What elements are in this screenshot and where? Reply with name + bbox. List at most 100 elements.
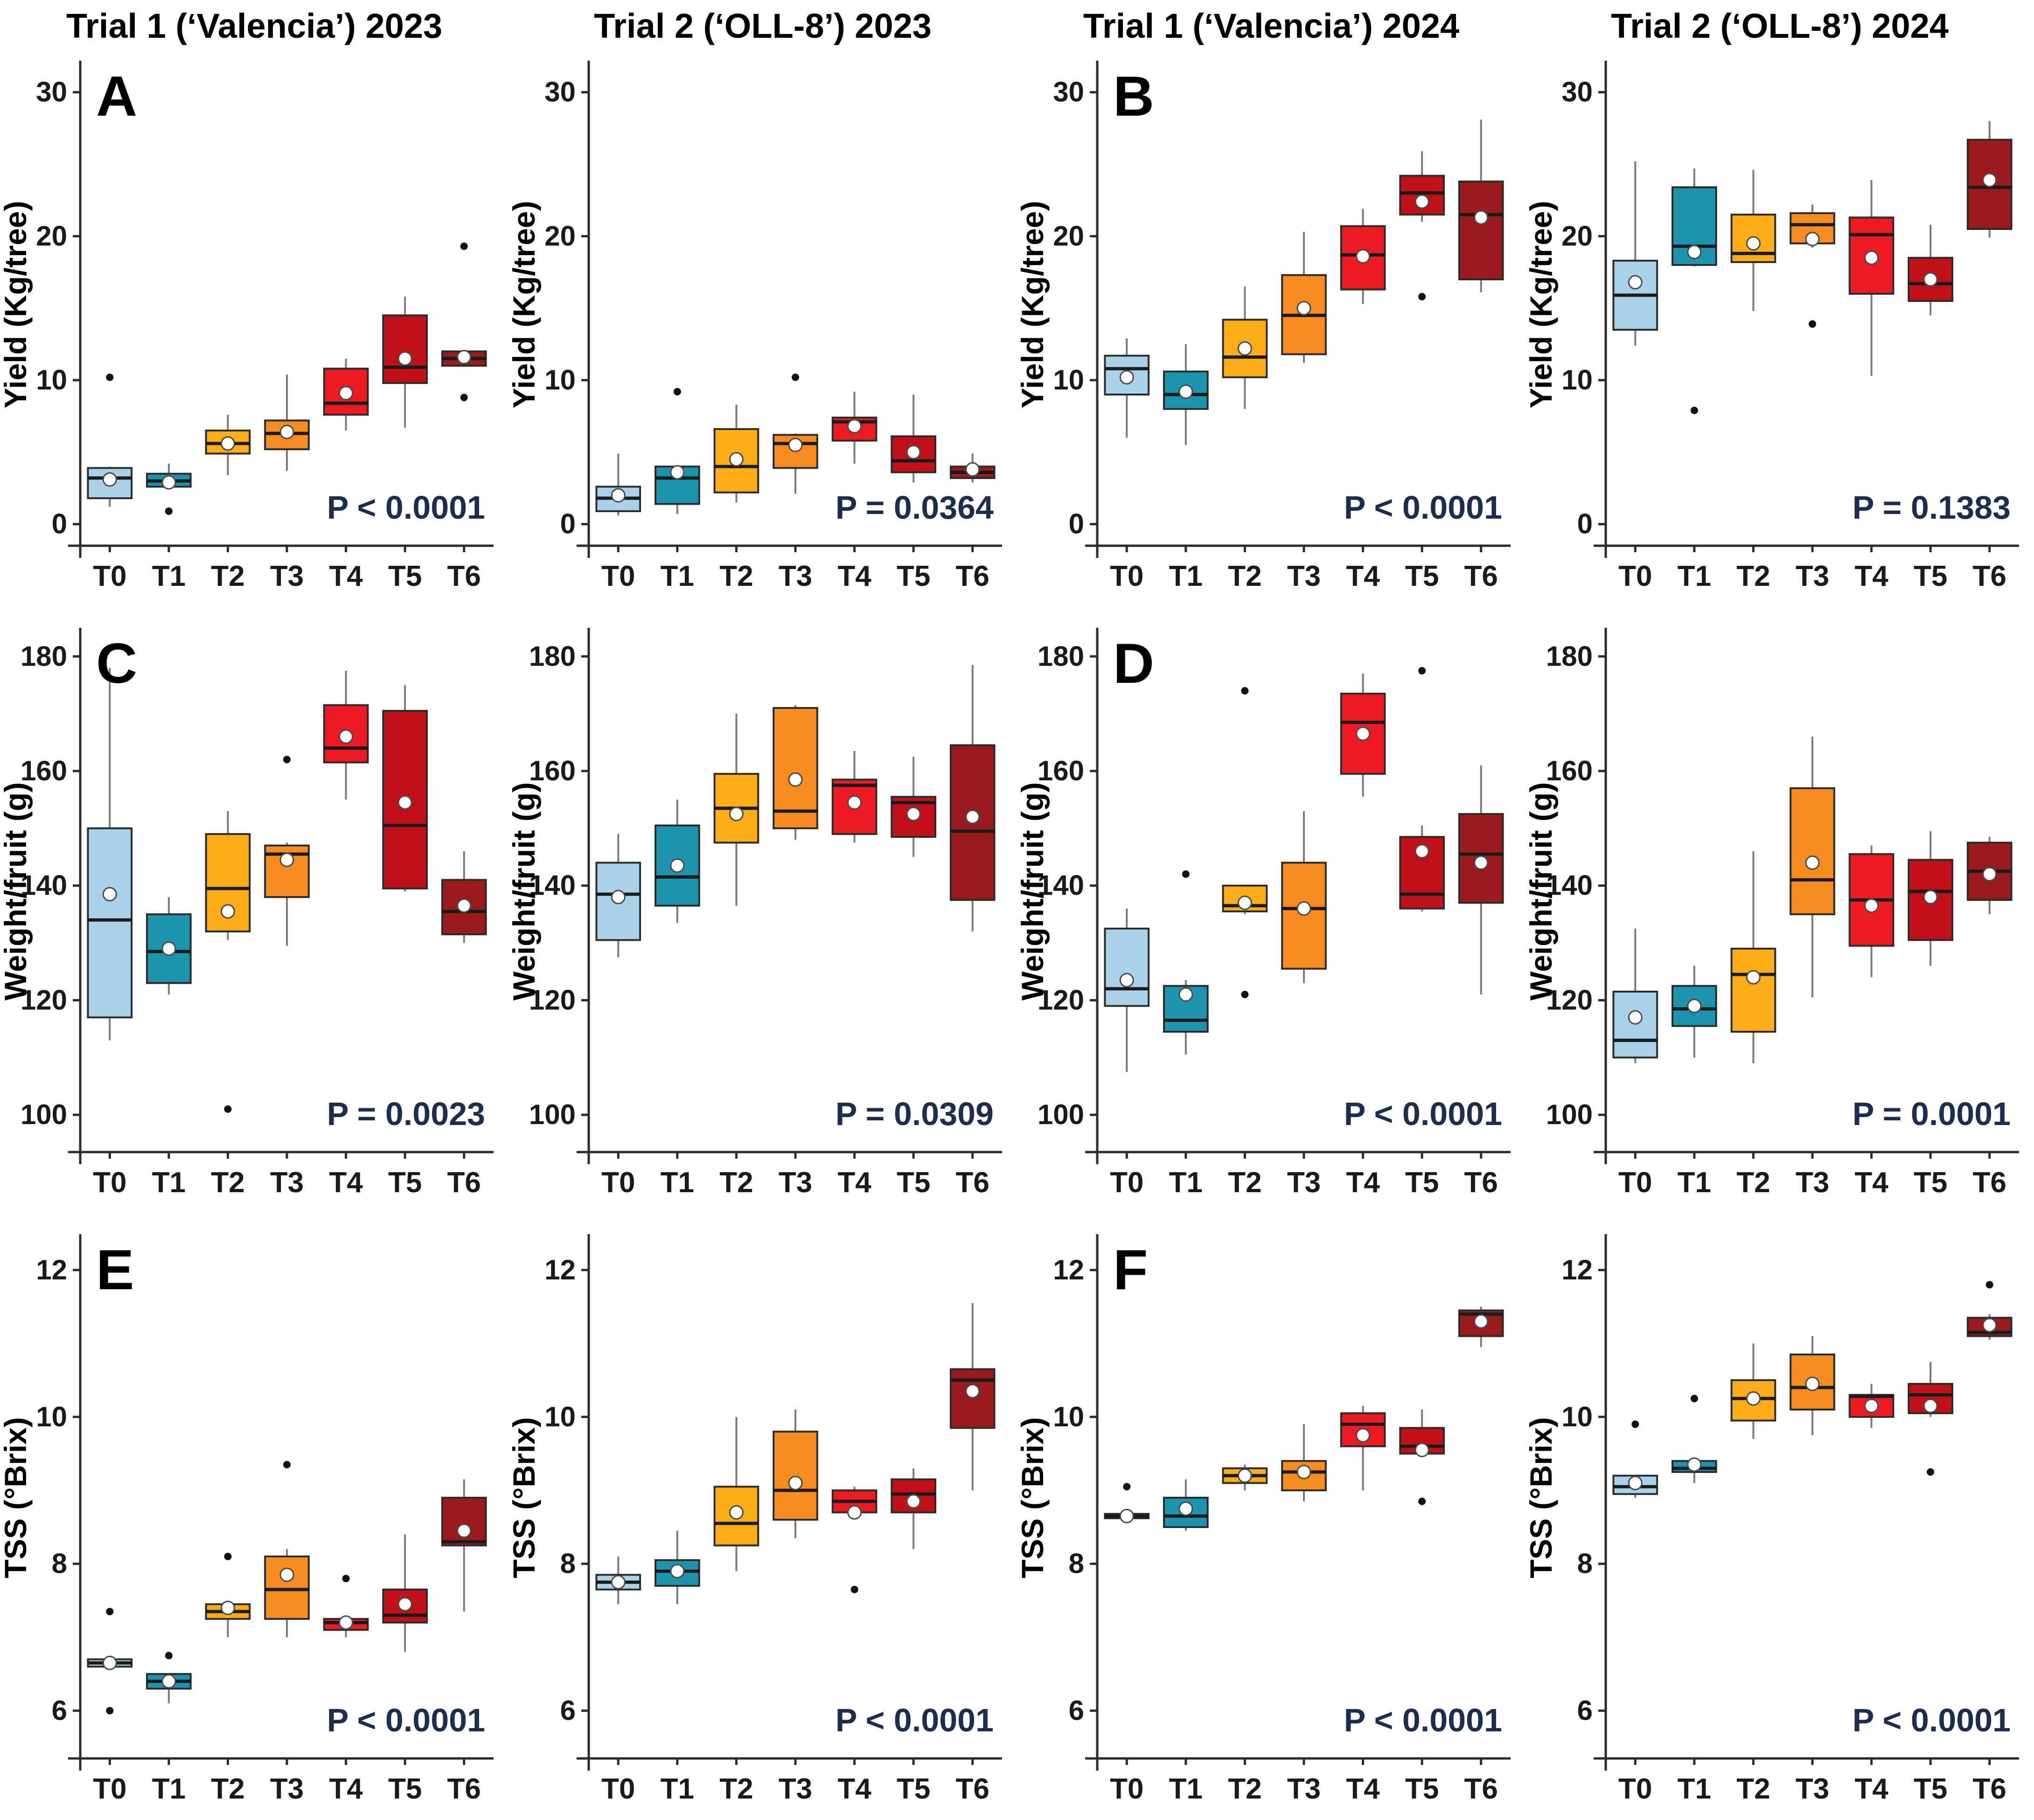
boxplot-svg: 6 8 10 12 TSS (°Brix) T0 T1 T2 T3 T4 T5 T6 P < 0.000… bbox=[1526, 1234, 2019, 1805]
x-tick-label: T2 bbox=[1228, 560, 1261, 592]
panel-weight-oll8-2023: 100 120 140 160 180 Weight/fruit (g) T0 T1 T2 T3 T… bbox=[508, 606, 1017, 1213]
y-tick-label: 160 bbox=[1038, 755, 1084, 786]
box bbox=[1458, 181, 1504, 280]
box-group bbox=[773, 373, 818, 494]
boxplot-svg: 0 10 20 30 Yield (Kg/tree) T0 T1 T2 T3 T4 T5 T6 A P <… bbox=[0, 61, 494, 592]
x-tick-label: T6 bbox=[1973, 1167, 2006, 1199]
outlier-dot bbox=[673, 388, 681, 396]
y-tick-label: 0 bbox=[52, 508, 67, 540]
outlier-dot bbox=[106, 1608, 114, 1616]
box-group bbox=[382, 1534, 428, 1652]
x-tick-label: T2 bbox=[211, 560, 244, 592]
p-value-label: P = 0.1383 bbox=[1853, 489, 2011, 526]
panel-yield-oll8-2023: Trial 2 (‘OLL-8’) 2023 0 10 20 30 Yield (Kg/… bbox=[508, 0, 1017, 606]
mean-dot bbox=[1474, 210, 1489, 225]
outlier-dot bbox=[1241, 687, 1249, 695]
boxplot-svg: 100 120 140 160 180 Weight/fruit (g) T0 T1 T2 T3 T… bbox=[1526, 628, 2019, 1199]
outlier-dot bbox=[1418, 293, 1426, 301]
x-tick-label: T2 bbox=[211, 1773, 244, 1805]
mean-dot bbox=[1923, 889, 1938, 904]
y-tick-label: 0 bbox=[560, 508, 576, 540]
y-axis-label: Weight/fruit (g) bbox=[1526, 782, 1558, 1000]
y-tick-label: 12 bbox=[1053, 1254, 1084, 1285]
box-group bbox=[323, 1575, 369, 1638]
y-tick-label: 120 bbox=[1546, 984, 1593, 1015]
box-group bbox=[1672, 168, 1717, 414]
x-tick-label: T5 bbox=[1914, 560, 1947, 592]
outlier-dot bbox=[1418, 667, 1426, 674]
x-tick-label: T0 bbox=[1618, 1167, 1652, 1199]
outlier-dot bbox=[792, 373, 799, 381]
boxplot-svg: 6 8 10 12 TSS (°Brix) T0 T1 T2 T3 T4 T5 T6 F P < 0.00… bbox=[1017, 1234, 1511, 1805]
y-axis-label: Yield (Kg/tree) bbox=[0, 201, 33, 409]
x-tick-label: T6 bbox=[1464, 560, 1498, 592]
outlier-dot bbox=[1631, 1420, 1639, 1428]
x-tick-label: T1 bbox=[1169, 560, 1203, 592]
outlier-dot bbox=[342, 1575, 350, 1583]
y-tick-label: 20 bbox=[1561, 220, 1593, 251]
box-group bbox=[1730, 1343, 1776, 1439]
x-tick-label: T3 bbox=[1287, 560, 1321, 592]
box-group bbox=[891, 1468, 936, 1549]
x-tick-label: T2 bbox=[719, 1167, 753, 1199]
panel-tss-valencia-2023: 6 8 10 12 TSS (°Brix) T0 T1 T2 T3 T4 T5 T6 E P < 0.00… bbox=[0, 1213, 508, 1820]
x-tick-label: T4 bbox=[837, 560, 871, 592]
box-group bbox=[949, 1303, 996, 1491]
y-tick-label: 10 bbox=[1561, 364, 1593, 396]
box-group bbox=[1458, 765, 1504, 995]
box bbox=[713, 1486, 759, 1547]
x-tick-label: T6 bbox=[447, 1773, 481, 1805]
box-group bbox=[949, 665, 996, 931]
box-group bbox=[773, 1410, 818, 1538]
box-group bbox=[1281, 811, 1327, 983]
boxplot-area: 6 8 10 12 TSS (°Brix) T0 T1 T2 T3 T4 T5 T6 E P < 0.00… bbox=[0, 1213, 508, 1818]
x-tick-label: T3 bbox=[779, 1167, 812, 1199]
box-group bbox=[441, 851, 487, 943]
x-tick-label: T3 bbox=[1796, 1773, 1829, 1805]
outlier-dot bbox=[1418, 1497, 1426, 1505]
box-group bbox=[441, 242, 487, 402]
box bbox=[264, 1555, 310, 1620]
box bbox=[773, 707, 818, 829]
mean-dot bbox=[397, 351, 412, 366]
boxplot-area: 100 120 140 160 180 Weight/fruit (g) T0 T1 T2 T3 T… bbox=[0, 606, 508, 1212]
y-tick-label: 100 bbox=[1038, 1099, 1084, 1130]
mean-dot bbox=[1923, 272, 1938, 287]
x-tick-label: T5 bbox=[388, 1167, 422, 1199]
y-axis-label: Yield (Kg/tree) bbox=[508, 201, 541, 409]
x-tick-label: T2 bbox=[1736, 1167, 1770, 1199]
mean-dot bbox=[847, 795, 862, 810]
box-group bbox=[382, 685, 428, 891]
x-tick-label: T2 bbox=[1736, 560, 1770, 592]
mean-dot bbox=[1746, 1391, 1761, 1406]
y-tick-label: 10 bbox=[1053, 1401, 1084, 1432]
box-group bbox=[205, 811, 251, 1113]
y-axis-label: TSS (°Brix) bbox=[1526, 1417, 1558, 1578]
box-group bbox=[1104, 1483, 1150, 1523]
x-tick-label: T4 bbox=[329, 1773, 363, 1805]
box-group bbox=[1790, 736, 1835, 998]
box bbox=[87, 827, 133, 1019]
box-group bbox=[1966, 121, 2013, 238]
box-group bbox=[441, 1479, 487, 1612]
y-tick-label: 100 bbox=[21, 1099, 67, 1130]
mean-dot bbox=[1178, 987, 1193, 1002]
outlier-dot bbox=[850, 1585, 858, 1593]
x-tick-label: T5 bbox=[1914, 1167, 1947, 1199]
x-tick-label: T0 bbox=[601, 1773, 635, 1805]
x-tick-label: T6 bbox=[447, 560, 481, 592]
mean-dot bbox=[1864, 898, 1879, 913]
box-group bbox=[1848, 845, 1895, 978]
y-tick-label: 160 bbox=[1546, 755, 1593, 786]
outlier-dot bbox=[1927, 1468, 1935, 1476]
mean-dot bbox=[102, 1655, 117, 1670]
x-tick-label: T0 bbox=[1618, 1773, 1652, 1805]
mean-dot bbox=[1923, 1398, 1938, 1413]
x-tick-label: T0 bbox=[601, 560, 635, 592]
box-group bbox=[1612, 1420, 1658, 1498]
box-group bbox=[1730, 170, 1776, 311]
x-tick-label: T1 bbox=[1678, 560, 1711, 592]
box-group bbox=[1672, 1395, 1717, 1483]
mean-dot bbox=[1119, 370, 1134, 385]
outlier-dot bbox=[460, 394, 468, 402]
